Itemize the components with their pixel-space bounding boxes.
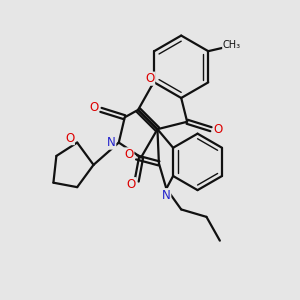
Text: O: O — [89, 101, 98, 114]
Text: O: O — [124, 148, 134, 161]
Text: O: O — [214, 123, 223, 136]
Text: O: O — [65, 132, 74, 145]
Text: N: N — [162, 189, 171, 202]
Text: O: O — [127, 178, 136, 191]
Text: O: O — [146, 72, 154, 85]
Text: CH₃: CH₃ — [223, 40, 241, 50]
Text: N: N — [107, 136, 116, 149]
